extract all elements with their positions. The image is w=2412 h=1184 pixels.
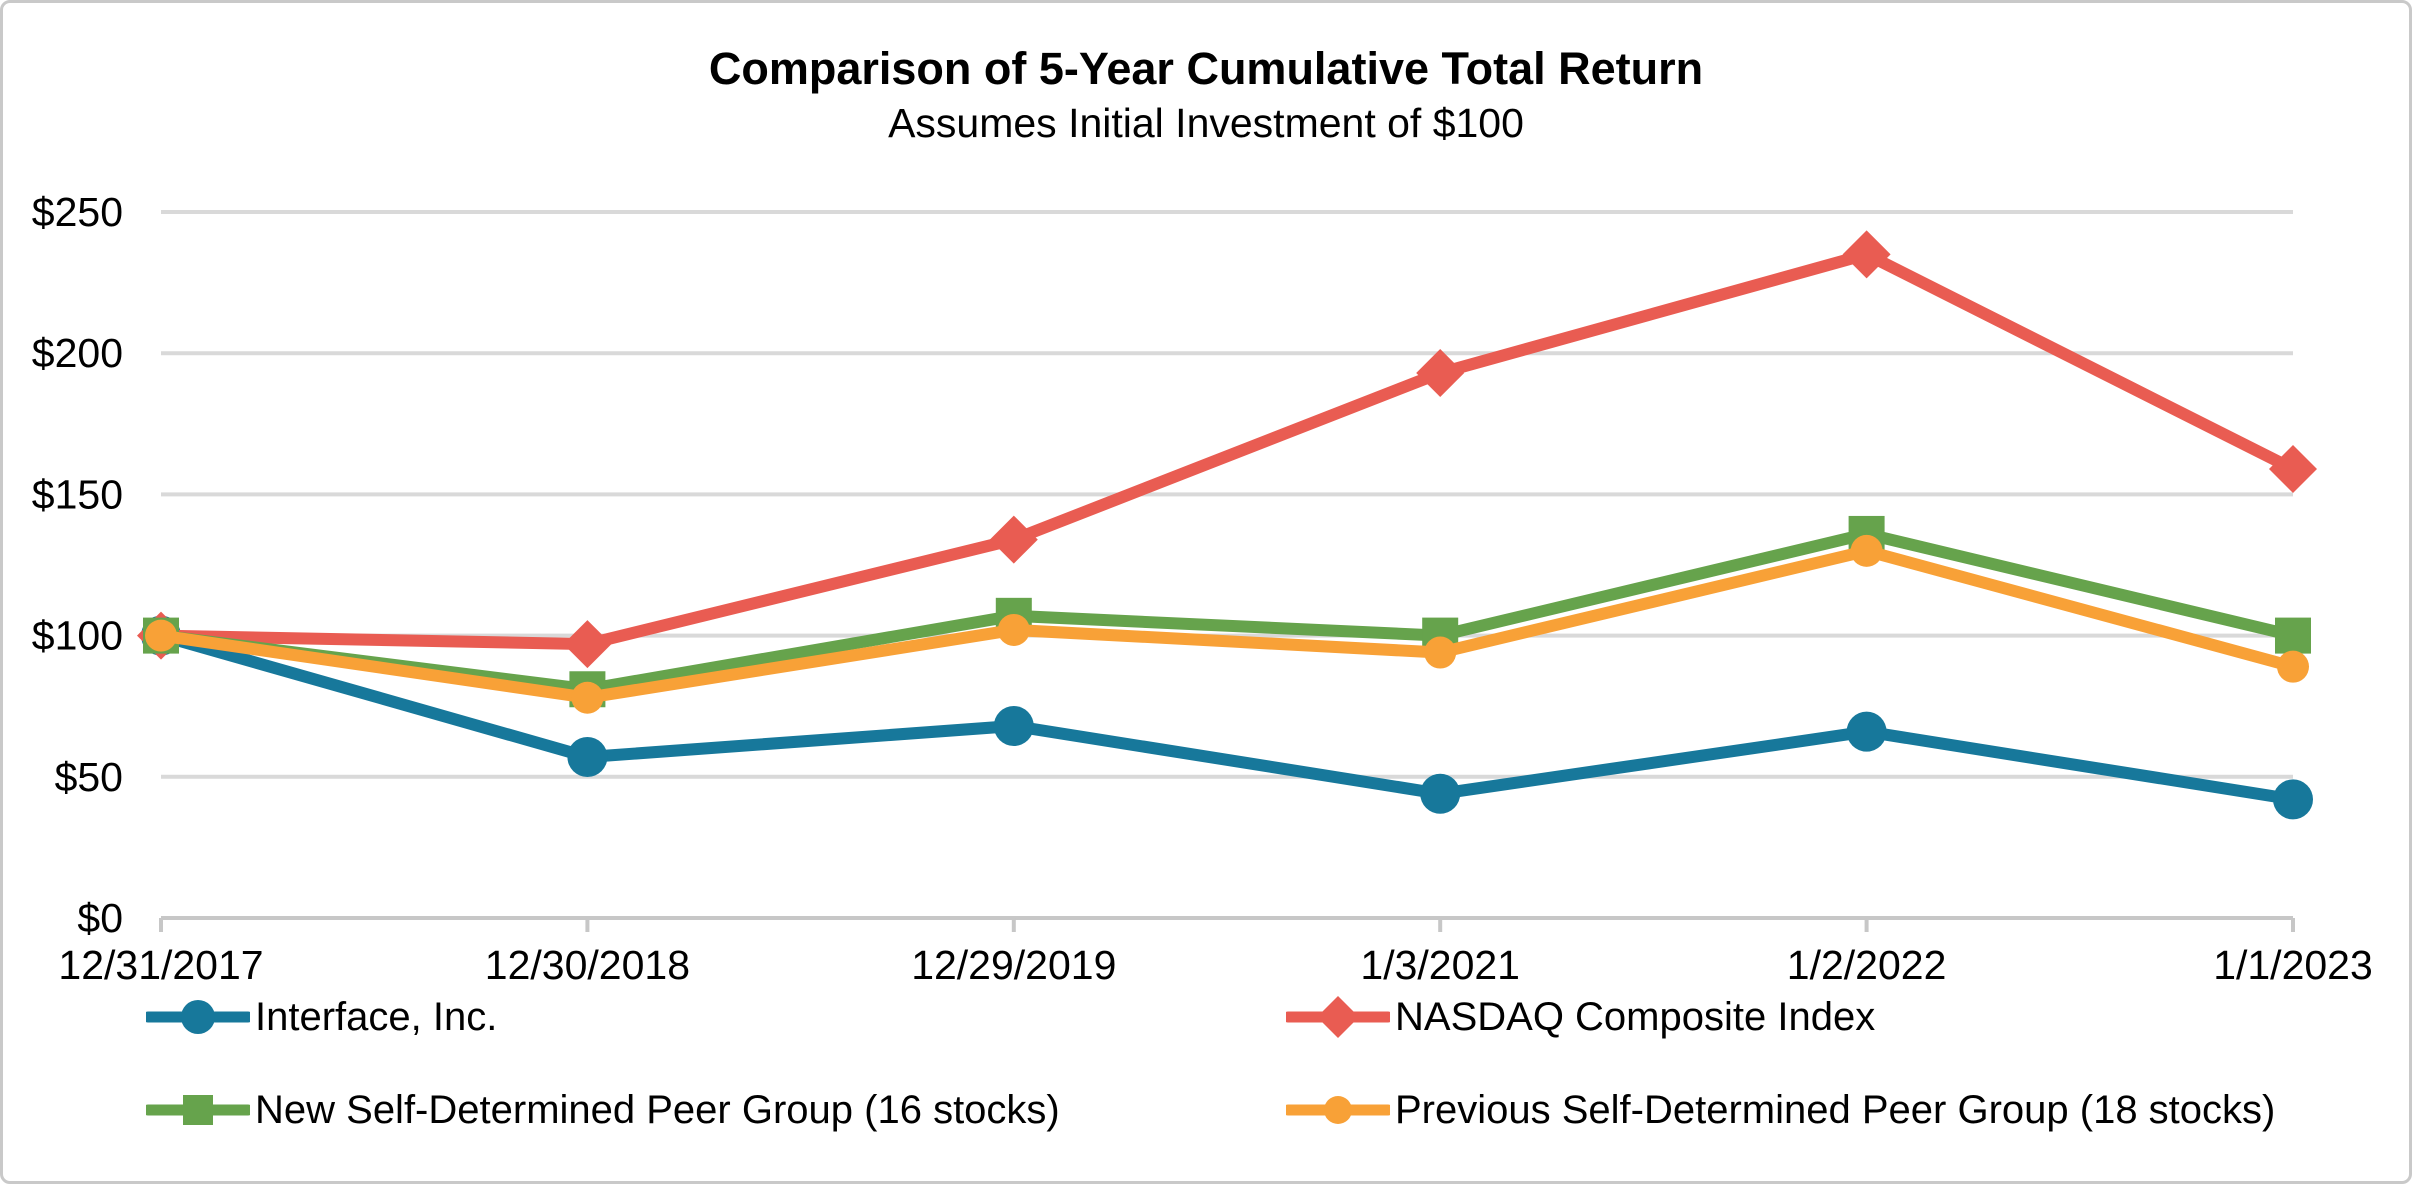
y-axis-labels: $0 $50 $100 $150 $200 $250: [32, 189, 123, 941]
legend-label-nasdaq: NASDAQ Composite Index: [1395, 994, 1876, 1039]
svg-text:1/3/2021: 1/3/2021: [1360, 942, 1520, 988]
chart-title: Comparison of 5-Year Cumulative Total Re…: [708, 43, 1704, 94]
svg-text:$250: $250: [32, 189, 123, 235]
svg-text:$150: $150: [32, 471, 123, 517]
legend-label-previous-peer-group: Previous Self-Determined Peer Group (18 …: [1395, 1087, 2276, 1132]
svg-text:1/1/2023: 1/1/2023: [2213, 942, 2373, 988]
svg-text:12/31/2017: 12/31/2017: [58, 942, 263, 988]
new-peer-group-line-marker-icon: [146, 1095, 250, 1125]
svg-text:$0: $0: [77, 895, 123, 941]
legend-item-nasdaq: NASDAQ Composite Index: [1286, 995, 1875, 1039]
previous-peer-group-line-marker-icon: [1286, 1096, 1390, 1124]
nasdaq-line-marker-icon: [1286, 996, 1390, 1038]
svg-text:$200: $200: [32, 330, 123, 376]
svg-text:1/2/2022: 1/2/2022: [1787, 942, 1947, 988]
series-1: [137, 230, 2317, 669]
svg-text:$50: $50: [55, 754, 123, 800]
svg-text:$100: $100: [32, 613, 123, 659]
legend-label-interface: Interface, Inc.: [255, 994, 498, 1039]
series-3: [145, 534, 2309, 714]
plot-area: $0 $50 $100 $150 $200 $250 12/31/2017 12/30/201…: [32, 189, 2373, 988]
legend-item-previous-peer-group: Previous Self-Determined Peer Group (18 …: [1286, 1088, 2275, 1132]
svg-text:12/29/2019: 12/29/2019: [911, 942, 1116, 988]
legend-item-interface: Interface, Inc.: [146, 995, 497, 1039]
x-axis-labels: 12/31/2017 12/30/2018 12/29/2019 1/3/2021 1/…: [58, 918, 2373, 988]
legend-label-new-peer-group: New Self-Determined Peer Group (16 stock…: [255, 1087, 1060, 1132]
interface-line-marker-icon: [146, 1000, 250, 1034]
chart-subtitle: Assumes Initial Investment of $100: [888, 100, 1524, 146]
svg-text:12/30/2018: 12/30/2018: [485, 942, 690, 988]
legend-item-new-peer-group: New Self-Determined Peer Group (16 stock…: [146, 1088, 1060, 1132]
